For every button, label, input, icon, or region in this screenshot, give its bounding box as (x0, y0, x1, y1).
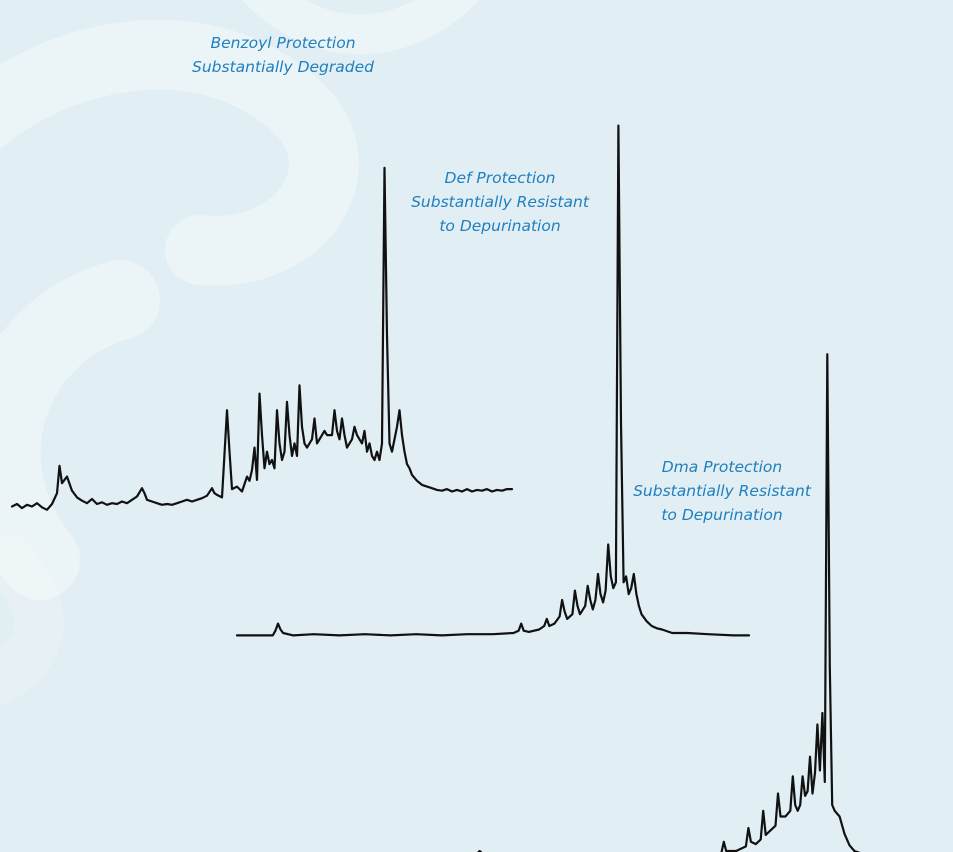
benzoyl-annotation-line-2: Substantially Degraded (192, 58, 374, 76)
chromatogram-traces (10, 124, 861, 852)
def-annotation-line-1: Def Protection (444, 169, 556, 187)
dma-annotation-line-2: Substantially Resistant (633, 482, 811, 500)
def-annotation-line-3: to Depurination (439, 217, 561, 235)
dma-annotation-line-1: Dma Protection (661, 458, 783, 476)
benzoyl-annotation: Benzoyl Protection Substantially Degrade… (168, 31, 398, 79)
benzoyl-annotation-line-1: Benzoyl Protection (210, 34, 356, 52)
def-trace-line (235, 124, 751, 637)
dma-annotation-line-3: to Depurination (661, 506, 783, 524)
background-swirl (0, 0, 479, 705)
dma-trace-line (477, 353, 861, 852)
def-annotation-line-2: Substantially Resistant (411, 193, 589, 211)
benzoyl-trace-line (10, 166, 514, 511)
def-annotation: Def Protection Substantially Resistant t… (390, 166, 610, 238)
dma-annotation: Dma Protection Substantially Resistant t… (612, 455, 832, 527)
